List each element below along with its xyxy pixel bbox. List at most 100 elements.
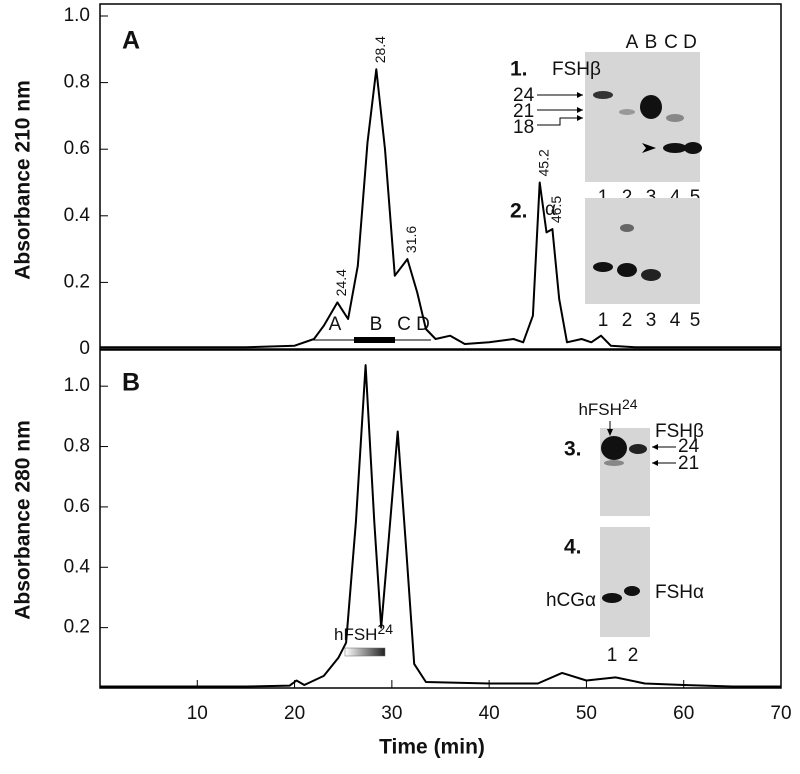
arrow — [652, 446, 676, 464]
y-tick-label: 1.0 — [64, 5, 90, 26]
peak-label: 45.2 — [535, 149, 551, 176]
label-text: hFSH — [578, 400, 621, 419]
lane-number: 3 — [646, 187, 657, 208]
lane-letter: C — [664, 32, 678, 53]
lane-number: 4 — [670, 310, 681, 331]
lane-number: 1 — [598, 310, 609, 331]
x-tick-label: 50 — [576, 703, 597, 724]
blot — [585, 198, 700, 304]
band — [663, 143, 687, 153]
arrowhead — [642, 143, 656, 153]
panel-label: A — [122, 27, 140, 55]
band — [629, 444, 647, 454]
band-label: hFSH24 — [334, 621, 393, 645]
y-axis-title: Absorbance 210 nm — [12, 80, 35, 280]
blot-1: 1. FSHβ A B C D 24 21 18 1 2 3 4 5 — [510, 32, 702, 208]
peak-label: 31.6 — [403, 226, 419, 253]
arrowhead — [607, 429, 613, 436]
fraction-label: A — [329, 314, 342, 335]
trace — [100, 364, 781, 688]
label-text: hFSH — [334, 625, 377, 644]
inset-number: 3. — [564, 438, 582, 461]
y-tick-label: 0.4 — [64, 205, 91, 226]
label-sup: 24 — [622, 396, 638, 412]
lane-letter: D — [683, 32, 697, 53]
inset-subunit: FSHβ — [552, 59, 601, 80]
gradient-bar — [344, 647, 386, 657]
band — [641, 269, 661, 281]
y-tick-label: 0.8 — [64, 72, 90, 93]
y-tick-label: 0.6 — [64, 138, 90, 159]
x-tick-label: 70 — [770, 703, 791, 724]
lane-number: 3 — [646, 310, 657, 331]
band — [619, 109, 635, 115]
y-tick-label: 0 — [79, 338, 90, 359]
y-tick-label: 0.6 — [64, 496, 90, 517]
peak-label: 46.5 — [548, 196, 564, 223]
panel-a-frame — [99, 3, 782, 350]
band — [593, 262, 613, 272]
lane-number: 5 — [690, 310, 701, 331]
inset-number: 4. — [564, 536, 582, 559]
fraction-label: B — [370, 314, 383, 335]
lane-letter: A — [626, 32, 639, 53]
inset-number: 2. — [510, 200, 528, 223]
x-tick-label: 30 — [381, 703, 402, 724]
band — [684, 142, 702, 154]
panel-b-frame — [99, 349, 782, 689]
y-tick-label: 1.0 — [64, 375, 90, 396]
lane-number: 1 — [598, 187, 609, 208]
trace — [100, 68, 781, 349]
x-tick-label: 40 — [479, 703, 500, 724]
size-label: 18 — [513, 117, 534, 138]
band — [624, 586, 640, 596]
lane-letter: B — [645, 32, 658, 53]
y-tick-label: 0.4 — [64, 556, 91, 577]
size-label: 21 — [513, 101, 534, 122]
x-tick-label: 10 — [187, 703, 208, 724]
size-label: 21 — [678, 453, 699, 474]
band — [604, 460, 624, 466]
band — [601, 436, 627, 460]
inset-subunit: FSHβ — [655, 421, 704, 442]
x-axis-title: Time (min) — [379, 736, 485, 759]
y-tick-label: 0.2 — [64, 617, 90, 638]
band — [666, 114, 684, 122]
fraction-bar — [354, 337, 395, 343]
inset-number: 1. — [510, 58, 528, 81]
panel-label: B — [122, 369, 140, 397]
band — [602, 593, 622, 603]
y-axis-title: Absorbance 280 nm — [12, 420, 35, 620]
band — [640, 95, 662, 119]
band — [593, 91, 613, 99]
lane-number: 5 — [690, 187, 701, 208]
peak-label: 24.4 — [333, 269, 349, 296]
lane-number: 4 — [670, 187, 681, 208]
size-label: 24 — [678, 436, 700, 457]
lane-number: 1 — [607, 645, 618, 666]
blot-3: hFSH24 3. FSHβ 24 21 — [564, 396, 704, 516]
band — [617, 263, 637, 277]
peak-label: 28.4 — [372, 36, 388, 63]
lane-number: 2 — [628, 645, 639, 666]
x-tick-label: 20 — [284, 703, 305, 724]
blot-2: 2. α 1 2 3 4 5 — [510, 198, 700, 331]
lane-number: 2 — [622, 310, 633, 331]
left-label: hCGα — [546, 590, 596, 611]
x-tick-label: 60 — [673, 703, 694, 724]
lane-number: 2 — [622, 187, 633, 208]
label-sup: 24 — [377, 621, 393, 637]
blot-4: 4. hCGα FSHα 1 2 — [546, 527, 704, 666]
fraction-label: C — [397, 314, 411, 335]
blot — [600, 527, 650, 637]
arrowhead — [577, 92, 583, 121]
size-label: 24 — [513, 85, 535, 106]
right-label: FSHα — [655, 582, 704, 603]
y-tick-label: 0.2 — [64, 271, 90, 292]
inset-subunit: α — [545, 199, 556, 220]
band — [620, 224, 634, 232]
top-label: hFSH24 — [578, 396, 637, 420]
arrowhead — [652, 444, 658, 466]
arrow — [537, 94, 583, 126]
